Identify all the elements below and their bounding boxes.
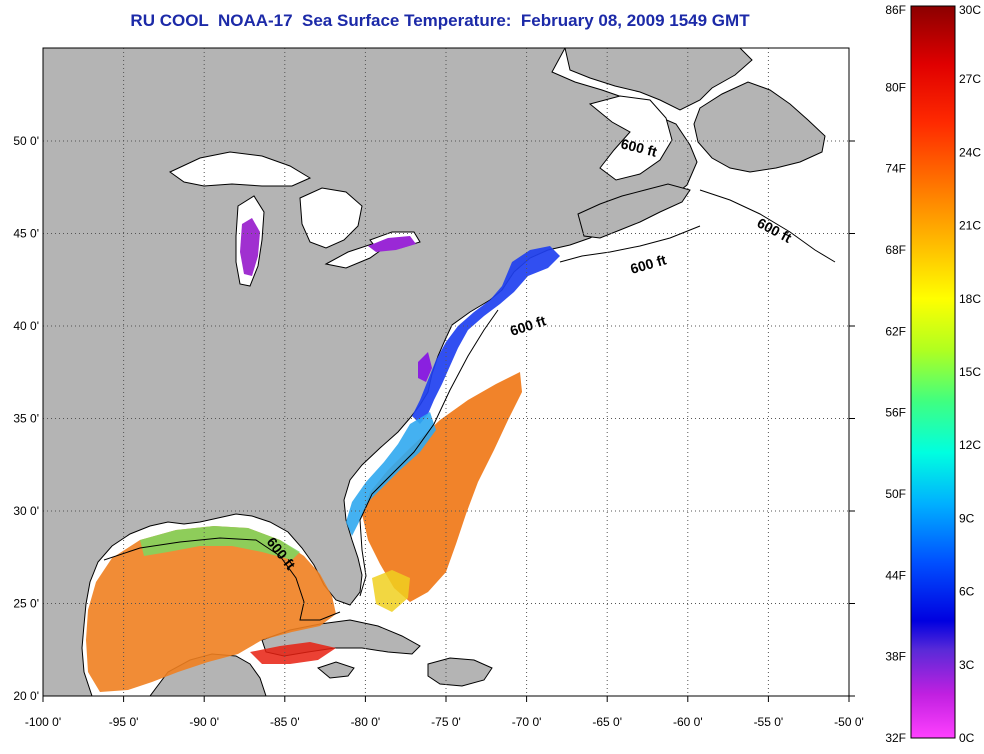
lon-tick-label: -50 0'	[834, 715, 864, 729]
lon-tick-label: -65 0'	[592, 715, 622, 729]
lake-michigan-sst	[240, 218, 260, 276]
lat-tick-label: 50 0'	[13, 134, 39, 148]
chesapeake-sst	[418, 352, 432, 382]
colorbar-fahrenheit-label: 50F	[885, 487, 906, 501]
colorbar-fahrenheit-label: 32F	[885, 731, 906, 745]
colorbar-celsius-label: 24C	[959, 145, 981, 159]
hispaniola-land	[427, 657, 493, 687]
lon-tick-label: -100 0'	[25, 715, 61, 729]
nova-scotia-land	[577, 183, 691, 239]
colorbar-celsius-label: 3C	[959, 658, 975, 672]
lake-erie-sst	[368, 236, 416, 252]
lake-superior	[169, 151, 312, 187]
colorbar-celsius-label: 9C	[959, 511, 975, 525]
lon-tick-label: -55 0'	[754, 715, 784, 729]
lon-tick-label: -70 0'	[512, 715, 542, 729]
contour-600ft-atlantic	[359, 309, 499, 597]
jamaica-land	[316, 661, 355, 679]
colorbar-celsius-label: 21C	[959, 219, 981, 233]
lon-tick-label: -95 0'	[109, 715, 139, 729]
colorbar-fahrenheit-label: 74F	[885, 162, 906, 176]
colorbar-fahrenheit-label: 38F	[885, 650, 906, 664]
colorbar-fahrenheit-label: 86F	[885, 3, 906, 17]
labrador-land	[564, 48, 753, 111]
contour-600ft-gulf	[103, 537, 341, 621]
contour-600ft-north	[699, 189, 836, 263]
newfoundland-land	[693, 81, 826, 173]
map-title: RU COOL NOAA-17 Sea Surface Temperature:…	[130, 11, 750, 30]
colorbar-gradient	[910, 5, 956, 739]
colorbar-celsius-label: 27C	[959, 72, 981, 86]
longitude-axis: -100 0' -95 0' -90 0' -85 0' -80 0' -75 0' -70…	[25, 696, 864, 729]
bahamas-sst	[372, 570, 410, 612]
gulf-of-mexico-sst	[86, 526, 336, 692]
colorbar-fahrenheit-label: 62F	[885, 324, 906, 338]
lon-tick-label: -85 0'	[270, 715, 300, 729]
caribbean-sst	[250, 642, 336, 664]
colorbar-celsius-label: 12C	[959, 438, 981, 452]
colorbar-fahrenheit-label: 68F	[885, 243, 906, 257]
gulf-stream-sst	[362, 372, 522, 602]
gulf-coastal-sst	[140, 526, 300, 560]
contour-600ft-georges	[559, 225, 701, 263]
lat-tick-label: 40 0'	[13, 319, 39, 333]
lon-tick-label: -60 0'	[673, 715, 703, 729]
lat-tick-label: 45 0'	[13, 227, 39, 241]
nearshore-sst	[346, 412, 436, 536]
latitude-axis: 50 0' 45 0' 40 0' 35 0' 30 0' 25 0' 20 0'	[13, 134, 855, 703]
lat-tick-label: 30 0'	[13, 504, 39, 518]
coastal-cold-sst	[412, 246, 560, 424]
colorbar-celsius-label: 6C	[959, 585, 975, 599]
colorbar-fahrenheit-label: 44F	[885, 568, 906, 582]
colorbar-fahrenheit-label: 56F	[885, 406, 906, 420]
lat-tick-label: 35 0'	[13, 412, 39, 426]
colorbar-fahrenheit-label: 80F	[885, 80, 906, 94]
lon-tick-label: -80 0'	[351, 715, 381, 729]
lat-tick-label: 20 0'	[13, 689, 39, 703]
colorbar-celsius-label: 15C	[959, 365, 981, 379]
colorbar-celsius-label: 18C	[959, 292, 981, 306]
lat-tick-label: 25 0'	[13, 597, 39, 611]
colorbar-celsius-label: 0C	[959, 731, 975, 745]
gulf-st-lawrence	[588, 95, 673, 181]
colorbar-celsius-label: 30C	[959, 3, 981, 17]
lon-tick-label: -75 0'	[431, 715, 461, 729]
lon-tick-label: -90 0'	[189, 715, 219, 729]
